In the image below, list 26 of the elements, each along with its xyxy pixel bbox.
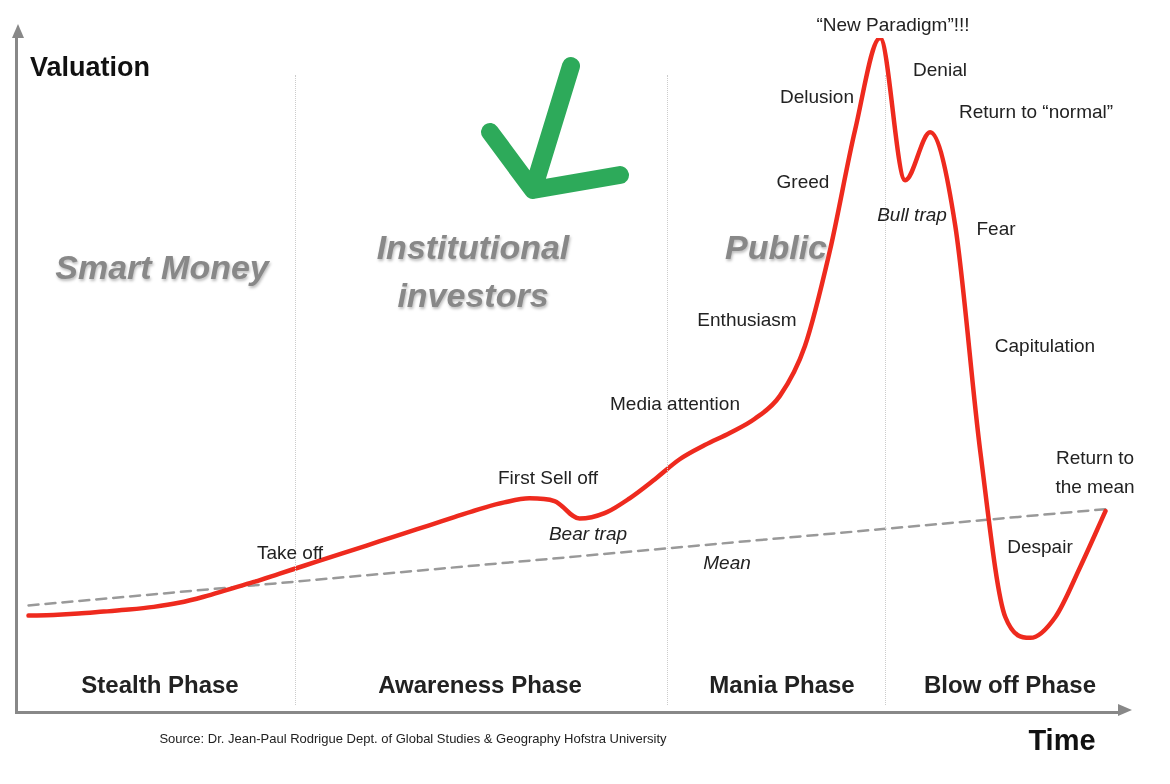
x-axis-title: Time xyxy=(1028,723,1096,757)
annotation: Bear trap xyxy=(548,523,628,545)
annotation: Enthusiasm xyxy=(697,309,797,331)
text: “New Paradigm”!!! xyxy=(816,14,970,36)
annotation: Media attention xyxy=(610,393,740,415)
annotation: Institutional investors xyxy=(375,227,571,316)
annotation: Despair xyxy=(1007,536,1073,558)
annotation: Awareness Phase xyxy=(378,671,582,699)
annotation: Delusion xyxy=(780,86,854,108)
annotation: Public xyxy=(724,227,828,269)
series-label: Mean xyxy=(703,552,751,574)
annotation: Denial xyxy=(913,59,967,81)
annotation: Return to “normal” xyxy=(958,101,1114,123)
annotation: Blow off Phase xyxy=(923,671,1097,699)
annotation: Take off xyxy=(256,542,324,564)
annotation: Smart Money xyxy=(55,247,269,289)
annotation: Mania Phase xyxy=(709,671,855,699)
y-axis-title: Valuation xyxy=(29,51,151,83)
annotation: Greed xyxy=(776,171,830,193)
source-note: Source: Dr. Jean-Paul Rodrigue Dept. of Global Studies & Geography Hofstra University xyxy=(159,730,667,746)
annotation: Fear xyxy=(976,218,1016,240)
annotation: Capitulation xyxy=(994,335,1096,357)
annotation: Stealth Phase xyxy=(81,671,239,699)
annotation: Bull trap xyxy=(877,204,947,226)
annotation: Return to the mean xyxy=(1054,445,1136,498)
annotation: First Sell off xyxy=(498,467,598,489)
